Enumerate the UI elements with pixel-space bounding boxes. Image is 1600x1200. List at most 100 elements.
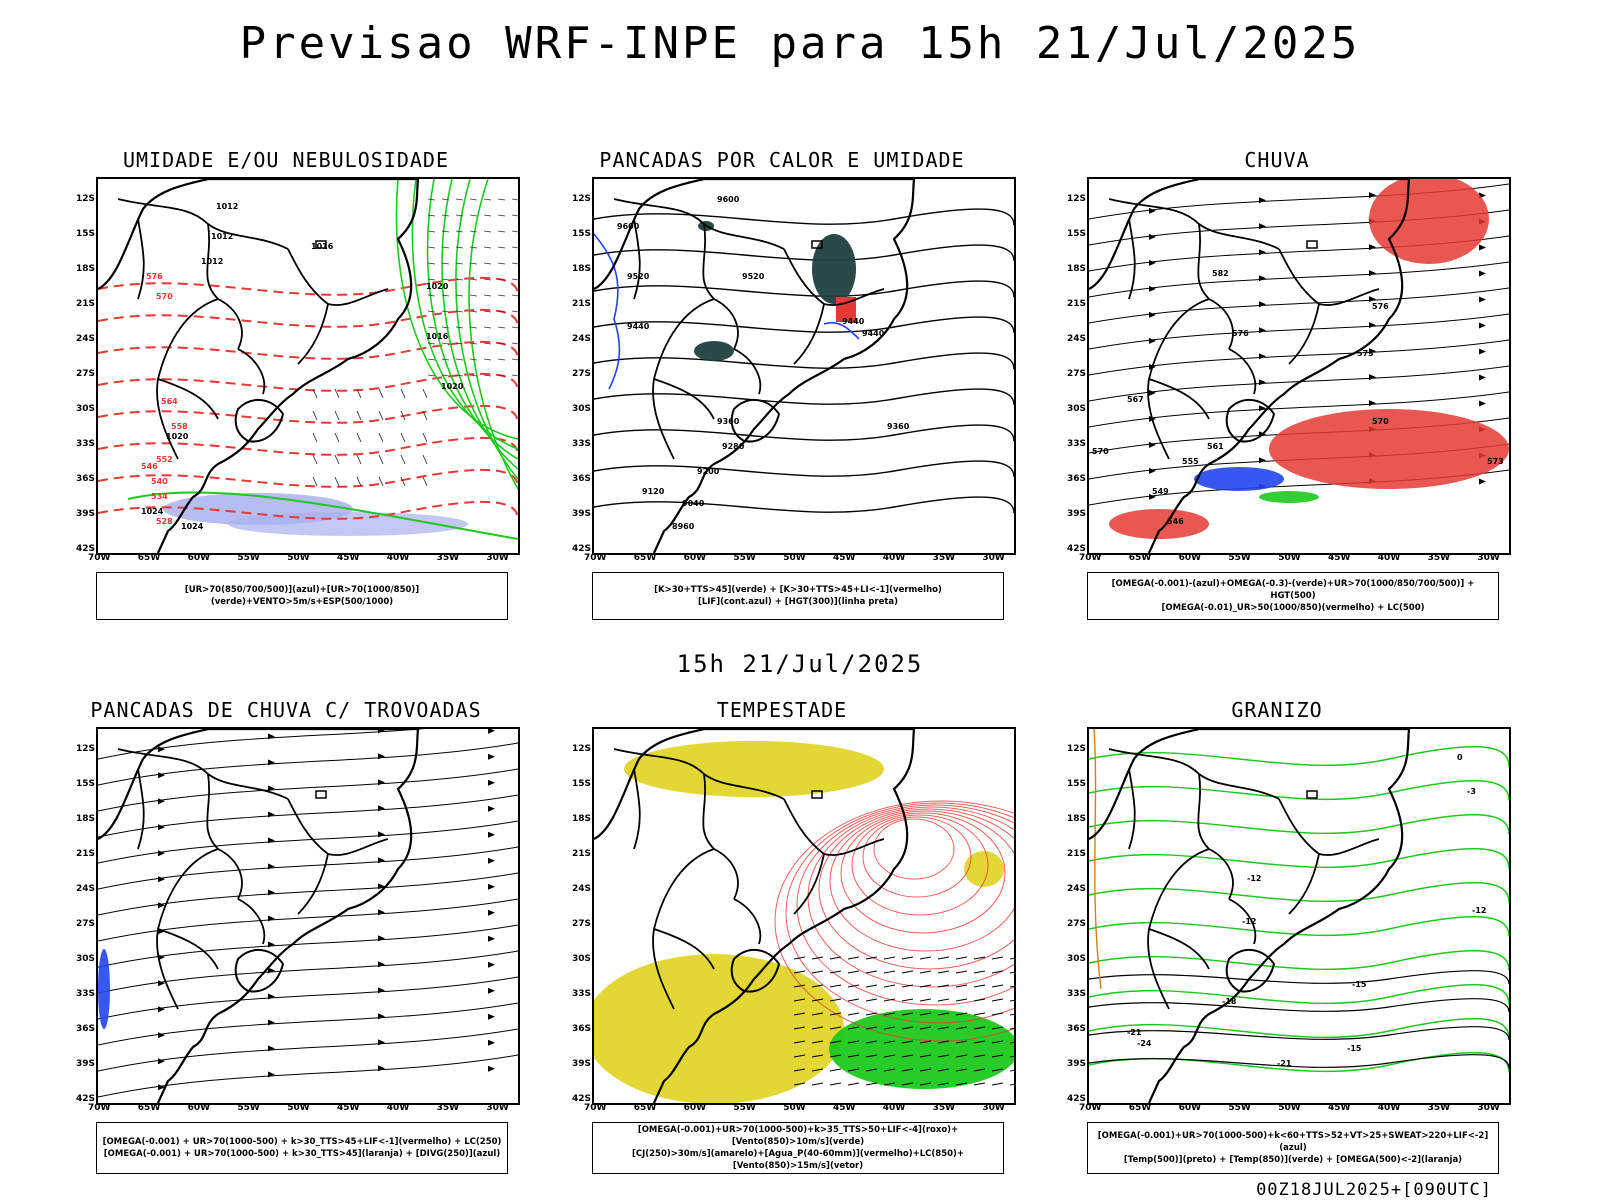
legend-line: [OMEGA(-0.001)+UR>70(1000-500)+k<60+TTS>… [1097,1131,1489,1153]
lat-tick-label: 27S [1067,369,1087,379]
wind-vector [511,342,518,345]
lon-tick-label: 35W [436,553,460,563]
contour-value-label: 1024 [181,522,204,531]
wind-vector [937,984,950,988]
streamline-arrow [488,1039,495,1046]
omega-contour [1093,729,1102,990]
streamline-arrow [378,961,385,968]
lon-tick-label: 60W [1178,1103,1202,1113]
divergence-area [98,949,110,1029]
lat-tick-label: 21S [76,299,96,309]
lat-tick-label: 42S [76,1094,96,1104]
country-border [1197,773,1234,900]
country-border [1108,748,1280,800]
streamline-arrow [488,831,495,838]
streamline [98,872,518,916]
lon-tick-label: 65W [633,1103,657,1113]
contour-value-label: 528 [156,517,173,526]
wind-vector [811,1012,824,1016]
contour-value-label: 1024 [141,507,164,516]
streamline-arrow [158,798,165,805]
wind-vector [483,198,492,201]
contour-value-label: 573 [1487,457,1504,466]
contour-value-label: 1020 [166,432,189,441]
instability-area [812,234,856,304]
rain-area [1109,509,1209,539]
wind-vector [511,262,518,265]
streamline-850 [785,802,1014,1024]
contour-value-label: -12 [1242,917,1257,926]
temp-850-contour [1089,746,1509,767]
wind-vector [356,388,362,399]
wind-vector [829,984,842,988]
wind-vector [483,230,492,233]
country-border [1278,248,1380,306]
wind-vector [847,970,860,974]
thickness-contour [98,468,518,488]
streamline-850 [818,808,1014,970]
humidity-low-contour [426,179,518,460]
streamline-arrow [1149,389,1156,396]
wind-vector [793,1040,806,1044]
lat-tick-label: 24S [572,334,592,344]
wind-vector [829,1026,842,1030]
wind-vector [469,358,478,361]
wind-vector [497,342,506,345]
streamline-arrow [268,1045,275,1052]
wind-vector [441,278,450,281]
streamline-arrow [268,941,275,948]
lon-tick-label: 45W [1328,1103,1351,1113]
wind-vector [865,1054,878,1058]
contour-value-label: 9040 [682,499,705,508]
legend-line: [LIF](cont.azul) + [HGT(300)](linha pret… [697,597,899,607]
streamline-arrow [268,967,275,974]
thickness-contour [98,404,518,424]
wind-vector [497,278,506,281]
wind-vector [919,1026,932,1030]
wind-vector [378,432,384,443]
wind-vector [378,388,384,399]
wind-vector [847,1040,860,1044]
map-canvas [594,729,1014,1103]
contour-value-label: 540 [151,477,168,486]
streamline-arrow [488,1065,495,1072]
streamline-arrow [268,733,275,740]
streamline-arrow [268,993,275,1000]
lat-tick-label: 15S [76,229,96,239]
wind-vector [400,432,406,443]
contour-value-label: 1020 [441,382,464,391]
map-outline [98,729,420,1103]
wind-vector [973,998,986,1002]
contour-value-label: 0 [1457,753,1463,762]
wind-vector [312,388,318,399]
wind-vector [497,262,506,265]
wind-vector [883,1054,896,1058]
jet-area [594,954,844,1103]
lon-tick-label: 55W [733,553,756,563]
wind-vector [937,1012,950,1016]
wind-vector [991,1054,1004,1058]
wind-vector [427,310,436,313]
wind-vector [497,198,506,201]
lon-tick-label: 40W [386,1103,410,1113]
lat-tick-label: 36S [572,1024,592,1034]
wind-vector [865,1068,878,1072]
streamline [98,846,518,890]
streamline-arrow [488,961,495,968]
wind-vector [334,410,340,421]
country-border [237,898,266,945]
wind-vector [919,1012,932,1016]
geopotential-contour [594,496,1014,514]
wind-vector [793,998,806,1002]
streamline-arrow [1259,379,1266,386]
wind-vector [865,998,878,1002]
streamline-arrow [378,935,385,942]
lake-outline [1306,790,1318,799]
wind-vector [865,1026,878,1030]
wind-vector [973,1054,986,1058]
lon-tick-label: 60W [683,1103,707,1113]
wind-vector [901,1054,914,1058]
wind-vector [334,476,340,487]
country-border [1288,853,1320,915]
wind-vector [441,374,450,377]
